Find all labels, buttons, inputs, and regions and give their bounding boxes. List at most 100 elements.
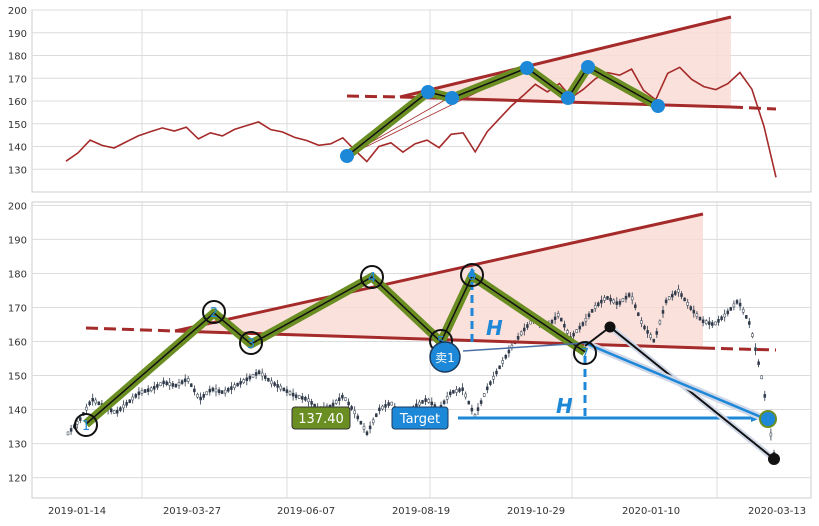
candle-body [584, 317, 588, 322]
candle-body [196, 393, 199, 398]
candle-body [449, 391, 452, 396]
candle-body [606, 296, 609, 300]
top-y-axis: 130 140 150 160 170 180 190 200 [8, 6, 27, 176]
candle-body [671, 293, 674, 298]
candle-body [131, 396, 134, 401]
top-y-tick-label: 200 [8, 6, 27, 17]
candle-body [254, 372, 258, 376]
candle-body [66, 431, 70, 436]
candle-body [116, 409, 119, 414]
candle-body [288, 391, 292, 395]
bottom-x-tick-label: 2019-06-07 [277, 506, 335, 517]
candle-body [627, 293, 631, 297]
candle-body [390, 401, 393, 406]
candle-body [334, 400, 338, 404]
top-y-tick-label: 190 [8, 29, 27, 40]
pattern-point-1: 1 [74, 413, 98, 437]
bottom-y-tick-label: 120 [8, 474, 27, 485]
candle-body [362, 426, 366, 430]
candle-body [597, 302, 600, 307]
candle-body [236, 382, 239, 387]
bottom-y-tick-label: 200 [8, 201, 27, 212]
bottom-y-tick-label: 180 [8, 269, 27, 280]
candle-body [482, 393, 486, 397]
bottom-x-tick-label: 2019-03-27 [163, 506, 221, 517]
candle-body [640, 320, 643, 324]
candle-body [279, 385, 282, 390]
candle-body [560, 317, 563, 322]
candle-body [347, 401, 350, 406]
candle-body [507, 349, 511, 354]
candle-body [523, 327, 526, 332]
candle-body [464, 393, 467, 398]
bottom-x-tick-label: 2019-10-29 [507, 506, 565, 517]
candle-body [575, 329, 578, 333]
target-box: Target [391, 406, 449, 430]
candle-body [495, 370, 498, 375]
candle-body [701, 319, 705, 324]
candle-body [202, 394, 205, 398]
candle-body [424, 398, 427, 402]
candle-body [479, 400, 483, 404]
candle-body [556, 313, 560, 317]
pattern-point-label: 7 [581, 347, 589, 362]
candle-body [217, 389, 221, 394]
target-label: Target [399, 412, 440, 427]
candle-body [310, 401, 313, 405]
candle-body [729, 307, 733, 311]
candle-body [421, 400, 424, 404]
candle-body [563, 323, 566, 328]
bottom-neckline-dashed-left [85, 326, 176, 333]
candle-body [430, 401, 434, 406]
candle-body [387, 402, 390, 406]
candle-body [350, 406, 353, 410]
candle-body [211, 387, 215, 392]
bottom-y-tick-label: 130 [8, 440, 27, 451]
candle-body [489, 381, 492, 385]
top-y-tick-label: 160 [8, 97, 27, 108]
candle-body [686, 302, 689, 306]
candle-body [741, 309, 745, 313]
candle-body [455, 389, 458, 393]
pattern-point-label: 2 [210, 306, 218, 321]
candle-body [242, 379, 245, 383]
candle-body [245, 377, 249, 382]
candle-body [341, 394, 344, 399]
projection-line-black [609, 326, 775, 460]
pattern-point-3: 3 [239, 331, 263, 355]
candle-body [174, 383, 178, 388]
candle-body [504, 355, 508, 359]
target-value-label: 137.40 [298, 412, 344, 427]
candle-body [307, 398, 310, 403]
candle-body [643, 325, 646, 330]
top-price-line [65, 66, 777, 178]
candle-body [529, 320, 532, 325]
candle-body [717, 319, 720, 323]
candle-body [128, 399, 131, 403]
candle-body [683, 297, 686, 302]
candle-body [445, 396, 449, 400]
candle-body [180, 380, 184, 384]
candle-body [301, 396, 304, 400]
candle-body [427, 399, 430, 403]
top-pattern-point [421, 85, 435, 99]
candle-body [550, 320, 554, 324]
candle-body [646, 330, 649, 334]
candle-body [276, 384, 279, 388]
candle-body [661, 310, 665, 314]
candle-body [297, 395, 301, 399]
candle-body [677, 288, 680, 293]
sell-annotation-line [462, 342, 586, 352]
candle-body [634, 304, 637, 309]
candle-body [624, 295, 628, 300]
candle-body [470, 407, 474, 412]
candle-body [461, 387, 464, 391]
candle-body [680, 293, 683, 297]
top-pattern-points [340, 60, 665, 163]
top-pattern-point [520, 61, 534, 75]
candle-body [109, 408, 113, 413]
top-y-tick-label: 140 [8, 143, 27, 154]
candle-body [630, 296, 634, 301]
candle-body [760, 375, 763, 380]
